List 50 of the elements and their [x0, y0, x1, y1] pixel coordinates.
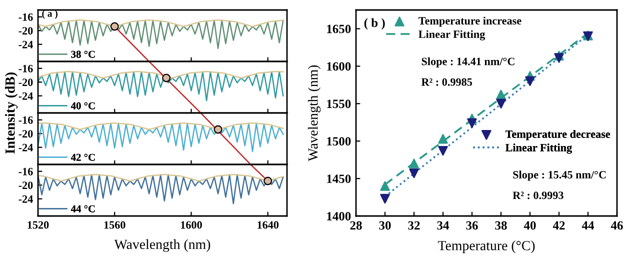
- y-tick-label: -16: [18, 116, 33, 124]
- legend-label: Linear Fitting: [418, 30, 486, 40]
- x-tick-label: 46: [610, 221, 623, 230]
- annotation: Slope : 15.45 nm/°C: [513, 170, 606, 181]
- series-label: 38 °C: [71, 50, 95, 58]
- x-tick-label: 30: [379, 221, 391, 230]
- series-label: 44 °C: [70, 205, 95, 212]
- y-tick-label: -20: [18, 78, 33, 86]
- x-tick-label: 38: [495, 221, 507, 230]
- y-tick-label: -16: [18, 13, 33, 21]
- annotation: ( b ): [364, 18, 385, 30]
- y-tick-label: 1450: [327, 174, 351, 184]
- y-tick-label: -20: [18, 182, 33, 190]
- y-tick-label: -20: [18, 130, 33, 138]
- annotation: R² : 0.9993: [512, 192, 564, 200]
- x-tick-label: 44: [582, 221, 594, 230]
- series-label: 42 °C: [70, 154, 95, 161]
- y-tick-label: 1400: [327, 212, 351, 220]
- y-tick-label: 1650: [327, 24, 351, 34]
- legend-label: Linear Fitting: [505, 144, 572, 154]
- x-axis-title: Temperature (°C): [438, 240, 535, 254]
- x-tick-label: 42: [552, 221, 565, 230]
- x-tick-label: 36: [466, 221, 478, 230]
- legend-label: Temperature decrease: [505, 130, 610, 140]
- annotation: R² : 0.9985: [421, 78, 472, 86]
- x-tick-label: 1560: [104, 221, 126, 229]
- annotation: ( a ): [42, 10, 58, 19]
- x-tick-label: 1600: [181, 221, 202, 229]
- y-tick-label: -20: [18, 27, 33, 35]
- y-tick-label: -24: [18, 40, 33, 48]
- y-tick-label: -24: [18, 144, 33, 152]
- y-axis-title: Intensity (dB): [5, 72, 18, 154]
- legend-label: Temperature increase: [418, 16, 522, 27]
- x-axis-title: Wavelength (nm): [114, 239, 210, 252]
- annotation: Slope : 14.41 nm/°C: [422, 57, 514, 68]
- x-tick-label: 34: [437, 221, 450, 230]
- y-tick-label: -16: [18, 168, 33, 176]
- y-tick-label: 1500: [327, 137, 351, 146]
- series-label: 40 °C: [70, 102, 95, 110]
- y-tick-label: -24: [18, 92, 33, 100]
- x-tick-label: 28: [350, 221, 362, 230]
- y-tick-label: -16: [18, 64, 33, 72]
- x-tick-label: 1640: [258, 221, 279, 229]
- x-tick-label: 40: [524, 221, 536, 230]
- y-tick-label: -24: [18, 195, 33, 203]
- y-tick-label: 1550: [327, 100, 351, 108]
- x-tick-label: 1520: [28, 221, 49, 229]
- y-axis-title: Wavelength (nm): [308, 65, 321, 162]
- y-tick-label: 1600: [327, 62, 351, 71]
- x-tick-label: 32: [408, 221, 420, 230]
